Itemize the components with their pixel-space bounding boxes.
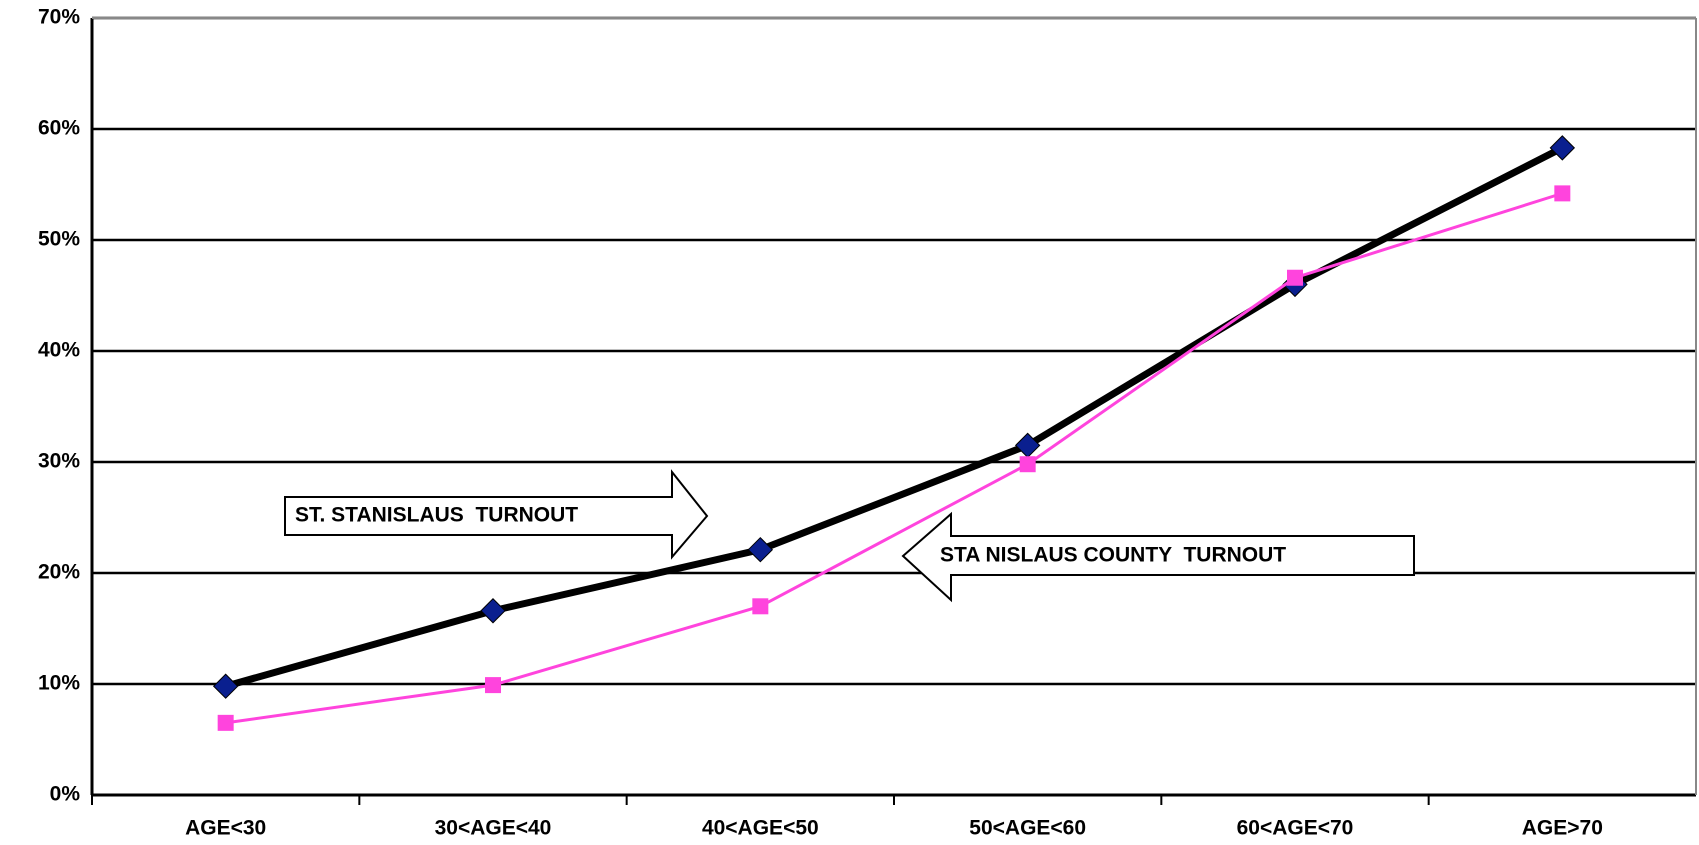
callout-arrow [901,511,1415,603]
y-tick-label: 70% [38,6,80,29]
series-line [225,191,1563,725]
x-tick-label: AGE>70 [1522,817,1603,840]
y-tick-label: 60% [38,117,80,140]
callout-label: STA NISLAUS COUNTY TURNOUT [940,544,1286,567]
callout-arrow [284,469,709,560]
marker [747,536,774,563]
x-tick-label: 50<AGE<60 [969,817,1086,840]
y-tick-label: 10% [38,672,80,695]
y-tick-label: 40% [38,339,80,362]
y-tick-label: 30% [38,450,80,473]
marker [485,677,501,694]
marker [212,673,239,699]
y-tick-label: 0% [50,783,81,806]
x-tick-label: 30<AGE<40 [435,817,552,840]
x-tick-label: 40<AGE<50 [702,817,819,840]
x-tick-label: AGE<30 [185,817,266,840]
marker [1549,135,1576,161]
marker [1554,185,1571,202]
x-tick-label: 60<AGE<70 [1237,817,1354,840]
callout-label: ST. STANISLAUS TURNOUT [295,504,578,527]
marker [1019,456,1036,473]
marker [1287,269,1303,286]
marker [217,714,234,731]
y-tick-label: 20% [38,561,80,584]
marker [480,598,506,624]
series-line [224,144,1564,690]
y-tick-label: 50% [38,228,80,251]
marker [752,598,769,615]
